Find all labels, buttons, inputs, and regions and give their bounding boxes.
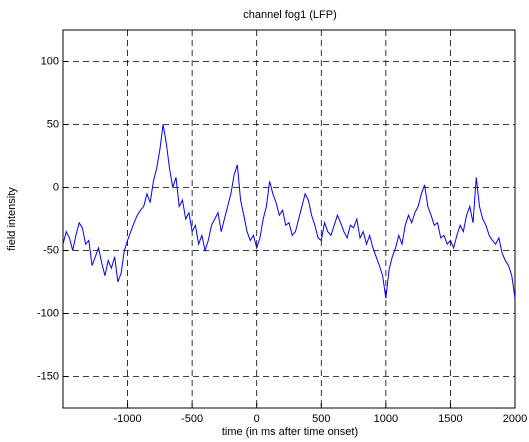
y-tick-label: 50 (47, 118, 59, 130)
y-tick-label: -150 (37, 370, 59, 382)
y-tick-label: 100 (41, 55, 59, 67)
x-tick-label: 500 (312, 413, 330, 425)
x-tick-label: 2000 (503, 413, 527, 425)
y-tick-label: -100 (37, 307, 59, 319)
x-tick-label: 0 (254, 413, 260, 425)
x-axis-label: time (in ms after time onset) (222, 426, 358, 438)
y-tick-label: 0 (53, 181, 59, 193)
y-tick-label: -50 (43, 244, 59, 256)
x-tick-label: 1500 (438, 413, 462, 425)
x-tick-label: -1000 (114, 413, 142, 425)
data-line (62, 124, 516, 299)
x-tick-label: -500 (181, 413, 203, 425)
x-tick-label: 1000 (374, 413, 398, 425)
y-axis-label: field intensity (6, 187, 18, 251)
plot-frame (62, 29, 516, 409)
chart-title: channel fog1 (LFP) (243, 9, 337, 21)
